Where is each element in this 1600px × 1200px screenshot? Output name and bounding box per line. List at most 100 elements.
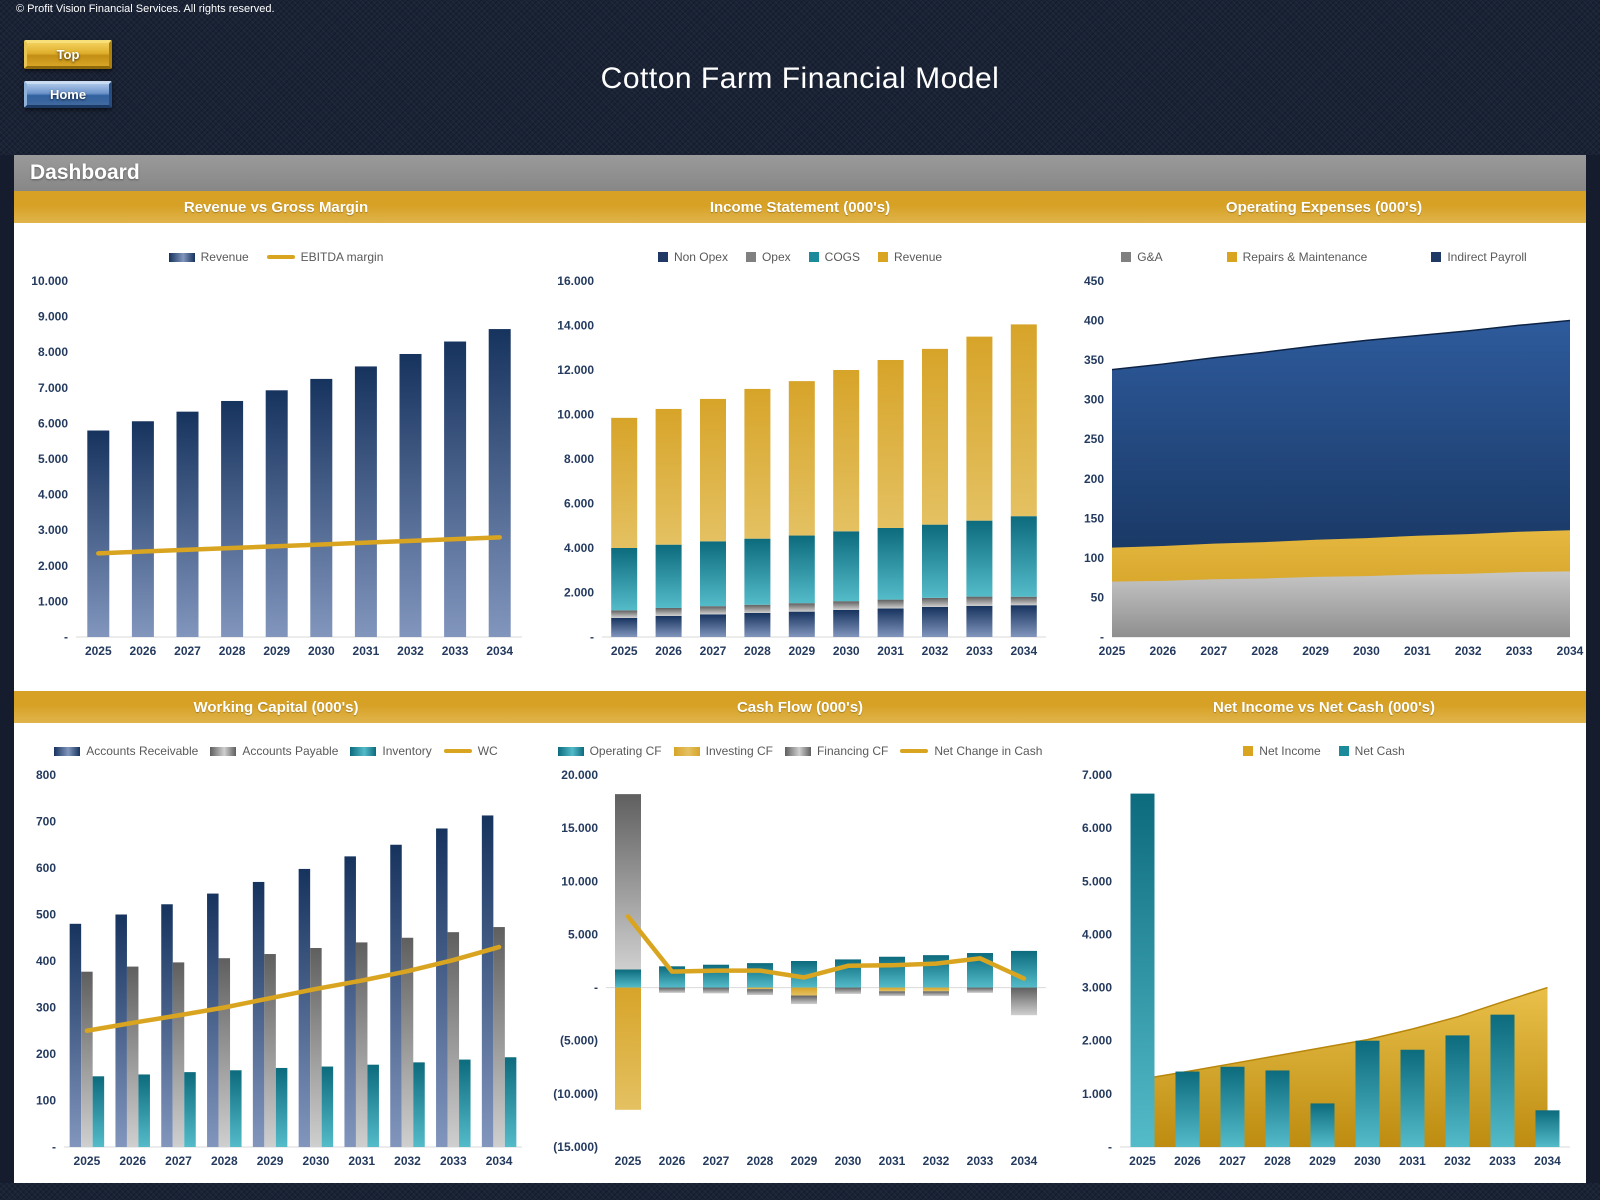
legend-label: Net Change in Cash [934,744,1043,758]
gray-bar-swatch-icon [784,746,811,756]
gold-line-swatch-icon [443,749,472,753]
svg-text:3.000: 3.000 [38,523,68,537]
row-gap [14,673,1586,691]
svg-text:450: 450 [1084,274,1104,288]
svg-text:10.000: 10.000 [557,408,594,422]
svg-text:4.000: 4.000 [564,541,594,555]
chart-legend: Accounts Receivable Accounts Payable Inven… [54,743,498,759]
svg-text:2025: 2025 [1129,1154,1156,1168]
svg-text:7.000: 7.000 [38,381,68,395]
charts-row-1: Revenue EBITDA margin 10.000 9.000 8.000 7.0… [14,223,1586,673]
dashboard-bar: Dashboard [14,155,1586,191]
svg-text:2028: 2028 [744,644,771,658]
svg-text:500: 500 [36,908,56,922]
legend-item-wc: WC [443,744,498,758]
svg-text:2027: 2027 [165,1154,192,1168]
dashboard-label: Dashboard [30,161,140,184]
svg-text:2032: 2032 [1455,644,1482,658]
series-line [96,535,502,556]
teal-square-swatch-icon [1338,746,1349,756]
chart-panel-net-income-vs-net-cash: Net Income Net Cash 7.000 6.000 5.000 4.000 3… [1062,723,1586,1183]
legend-item-indirect-payroll: Indirect Payroll [1431,250,1527,264]
svg-text:2027: 2027 [703,1154,730,1168]
svg-text:(5.000): (5.000) [560,1034,598,1048]
section-title-income-statement: Income Statement (000's) [709,198,891,216]
svg-text:2029: 2029 [257,1154,284,1168]
svg-text:2027: 2027 [174,644,201,658]
legend-label: Repairs & Maintenance [1242,250,1368,264]
svg-text:2030: 2030 [835,1154,862,1168]
section-title-cash-flow: Cash Flow (000's) [736,698,864,716]
section-title-operating-expenses: Operating Expenses (000's) [1225,198,1423,216]
legend-label: Revenue [200,250,249,264]
svg-text:100: 100 [36,1094,56,1108]
legend-item-investing-cf: Investing CF [673,744,773,758]
cash-flow-chart: 20.000 15.000 10.000 5.000 - (5.000) (10.000) (… [553,768,1046,1168]
legend-label: Net Income [1259,744,1321,758]
series-bars-gray [611,596,1037,618]
svg-text:400: 400 [1084,314,1104,328]
legend-item-ebitda-margin: EBITDA margin [266,250,383,264]
svg-text:2034: 2034 [486,1154,513,1168]
chart-legend: Operating CF Investing CF Financing CF Net … [557,743,1042,759]
page-title: Cotton Farm Financial Model [600,62,1000,95]
svg-text:100: 100 [1084,551,1104,565]
chart-legend: Revenue EBITDA margin [168,249,383,265]
legend-item-net-income: Net Income [1243,744,1321,758]
legend-item-revenue: Revenue [168,250,249,264]
svg-text:2029: 2029 [1302,644,1329,658]
svg-text:2029: 2029 [788,644,815,658]
svg-text:8.000: 8.000 [38,345,68,359]
svg-text:2025: 2025 [74,1154,101,1168]
svg-text:3.000: 3.000 [1082,981,1112,995]
home-button[interactable]: Home [24,81,112,108]
series-bars-teal [611,516,1037,611]
svg-text:2027: 2027 [1219,1154,1246,1168]
svg-text:2033: 2033 [1506,644,1533,658]
top-button[interactable]: Top [24,40,112,69]
working-capital-chart: 800 700 600 500 400 300 200 100 - 2025 2026 2027 202… [36,768,522,1168]
legend-label: Indirect Payroll [1447,250,1527,264]
gray-square-swatch-icon [1121,252,1132,262]
svg-text:-: - [594,981,598,995]
svg-text:2030: 2030 [308,644,335,658]
svg-text:2025: 2025 [1099,644,1126,658]
gold-square-swatch-icon [1226,252,1237,262]
teal-square-swatch-icon [808,252,819,262]
footer-bar [0,1183,1600,1200]
svg-text:2031: 2031 [1404,644,1431,658]
svg-text:4.000: 4.000 [1082,927,1112,941]
svg-text:800: 800 [36,768,56,782]
svg-text:2031: 2031 [348,1154,375,1168]
series-bars-gold [611,324,1037,548]
svg-text:2025: 2025 [611,644,638,658]
svg-text:8.000: 8.000 [564,452,594,466]
legend-item-g-a: G&A [1121,250,1163,264]
svg-text:2032: 2032 [923,1154,950,1168]
chart-panel-operating-expenses: G&A Repairs & Maintenance Indirect Payroll… [1062,223,1586,673]
legend-item-net-change-in-cash: Net Change in Cash [900,744,1042,758]
gray-bar-swatch-icon [210,746,237,756]
income-statement-chart: 16.000 14.000 12.000 10.000 8.000 6.000 4.000 2… [557,274,1046,658]
svg-text:10.000: 10.000 [561,874,598,888]
series-bars-navy [611,605,1037,637]
svg-text:1.000: 1.000 [38,594,68,608]
svg-text:-: - [1108,1140,1112,1154]
svg-text:2030: 2030 [833,644,860,658]
series-bars-gray [615,794,1037,1016]
navy-bar-swatch-icon [168,252,195,262]
svg-text:200: 200 [1084,472,1104,486]
svg-text:2034: 2034 [1011,1154,1038,1168]
legend-label: Operating CF [589,744,662,758]
svg-text:2029: 2029 [1309,1154,1336,1168]
svg-text:12.000: 12.000 [557,363,594,377]
gray-square-swatch-icon [745,252,756,262]
legend-item-accounts-payable: Accounts Payable [210,744,338,758]
gold-bar-swatch-icon [673,746,700,756]
net-income-vs-net-cash-chart: 7.000 6.000 5.000 4.000 3.000 2.000 1.000 - 2025… [1082,768,1570,1168]
chart-legend: Non Opex Opex COGS Revenue [657,249,942,265]
svg-text:7.000: 7.000 [1082,768,1112,782]
legend-item-net-cash: Net Cash [1338,744,1405,758]
svg-text:50: 50 [1091,590,1105,604]
svg-text:2033: 2033 [442,644,469,658]
